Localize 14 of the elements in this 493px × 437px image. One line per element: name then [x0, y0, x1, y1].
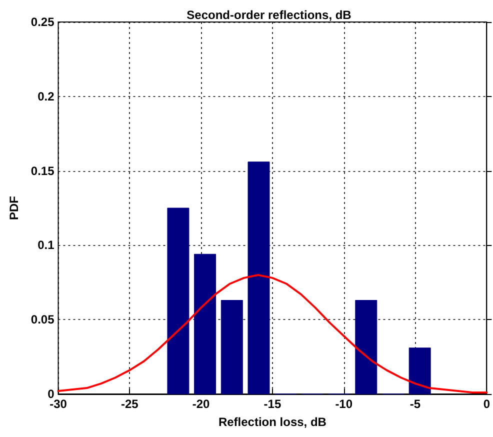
x-tick-label: -10 — [335, 397, 353, 411]
x-tick-label: -25 — [120, 397, 139, 411]
x-tick-label: -20 — [192, 397, 210, 411]
y-tick-label: 0.25 — [30, 15, 55, 29]
x-tick-label: -5 — [410, 397, 421, 411]
x-axis-title: Reflection loss, dB — [218, 415, 327, 429]
y-axis-title: PDF — [7, 196, 21, 220]
y-tick-label: 0.2 — [38, 89, 55, 104]
x-tick-label: -15 — [264, 397, 282, 411]
y-tick-label: 0.15 — [30, 164, 55, 178]
chart-title: Second-order reflections, dB — [186, 8, 352, 22]
y-tick-label: 0.05 — [30, 312, 55, 327]
x-tick-label: 0 — [483, 397, 490, 411]
y-tick-label: 0.1 — [38, 238, 55, 252]
